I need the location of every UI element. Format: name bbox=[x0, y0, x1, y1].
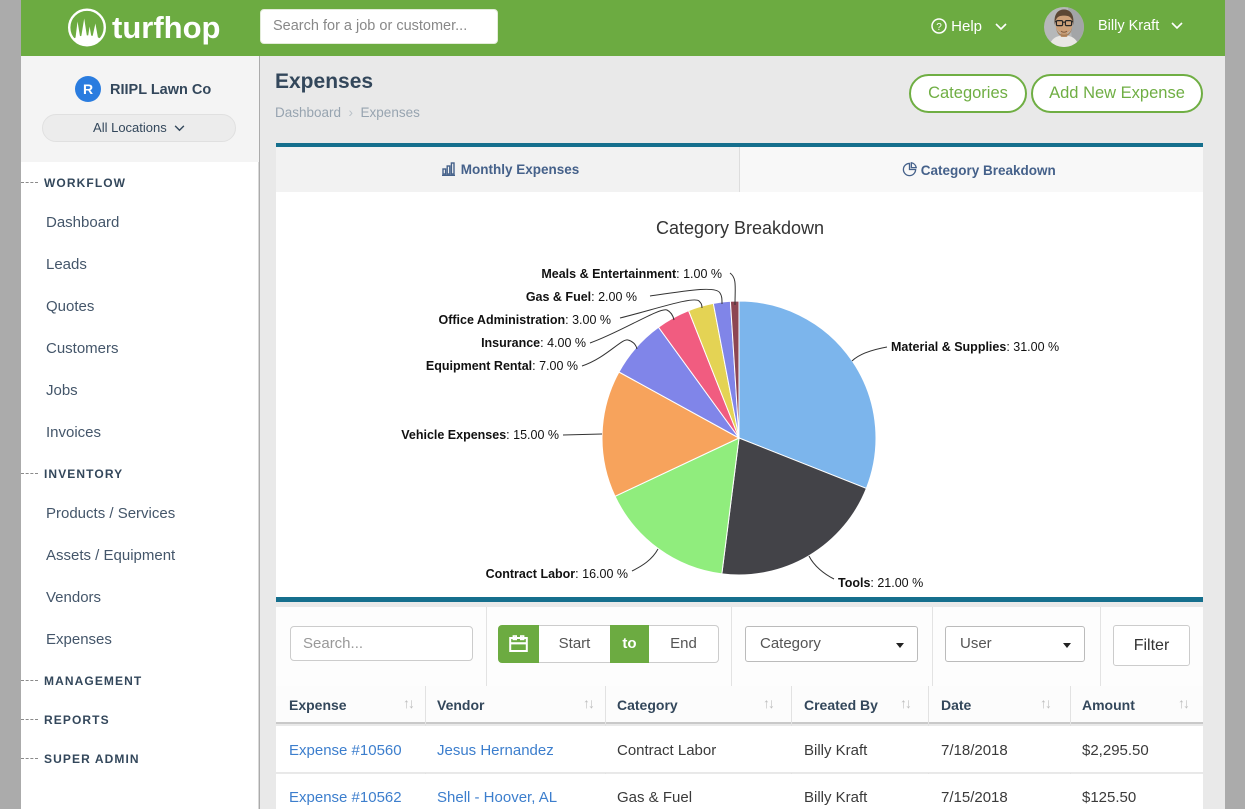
svg-text:Office Administration: 3.00 %: Office Administration: 3.00 % bbox=[438, 313, 611, 327]
svg-text:Contract Labor: 16.00 %: Contract Labor: 16.00 % bbox=[486, 567, 628, 581]
svg-text:Tools: 21.00 %: Tools: 21.00 % bbox=[838, 576, 923, 590]
svg-text:Category Breakdown: Category Breakdown bbox=[656, 218, 824, 238]
svg-text:?: ? bbox=[936, 22, 942, 33]
svg-text:Vehicle Expenses: 15.00 %: Vehicle Expenses: 15.00 % bbox=[401, 428, 559, 442]
svg-text:Meals & Entertainment: 1.00 %: Meals & Entertainment: 1.00 % bbox=[541, 267, 722, 281]
svg-text:Insurance: 4.00 %: Insurance: 4.00 % bbox=[481, 336, 586, 350]
svg-text:Gas & Fuel: 2.00 %: Gas & Fuel: 2.00 % bbox=[526, 290, 637, 304]
svg-text:Equipment Rental: 7.00 %: Equipment Rental: 7.00 % bbox=[426, 359, 578, 373]
svg-text:Material & Supplies: 31.00 %: Material & Supplies: 31.00 % bbox=[891, 340, 1059, 354]
